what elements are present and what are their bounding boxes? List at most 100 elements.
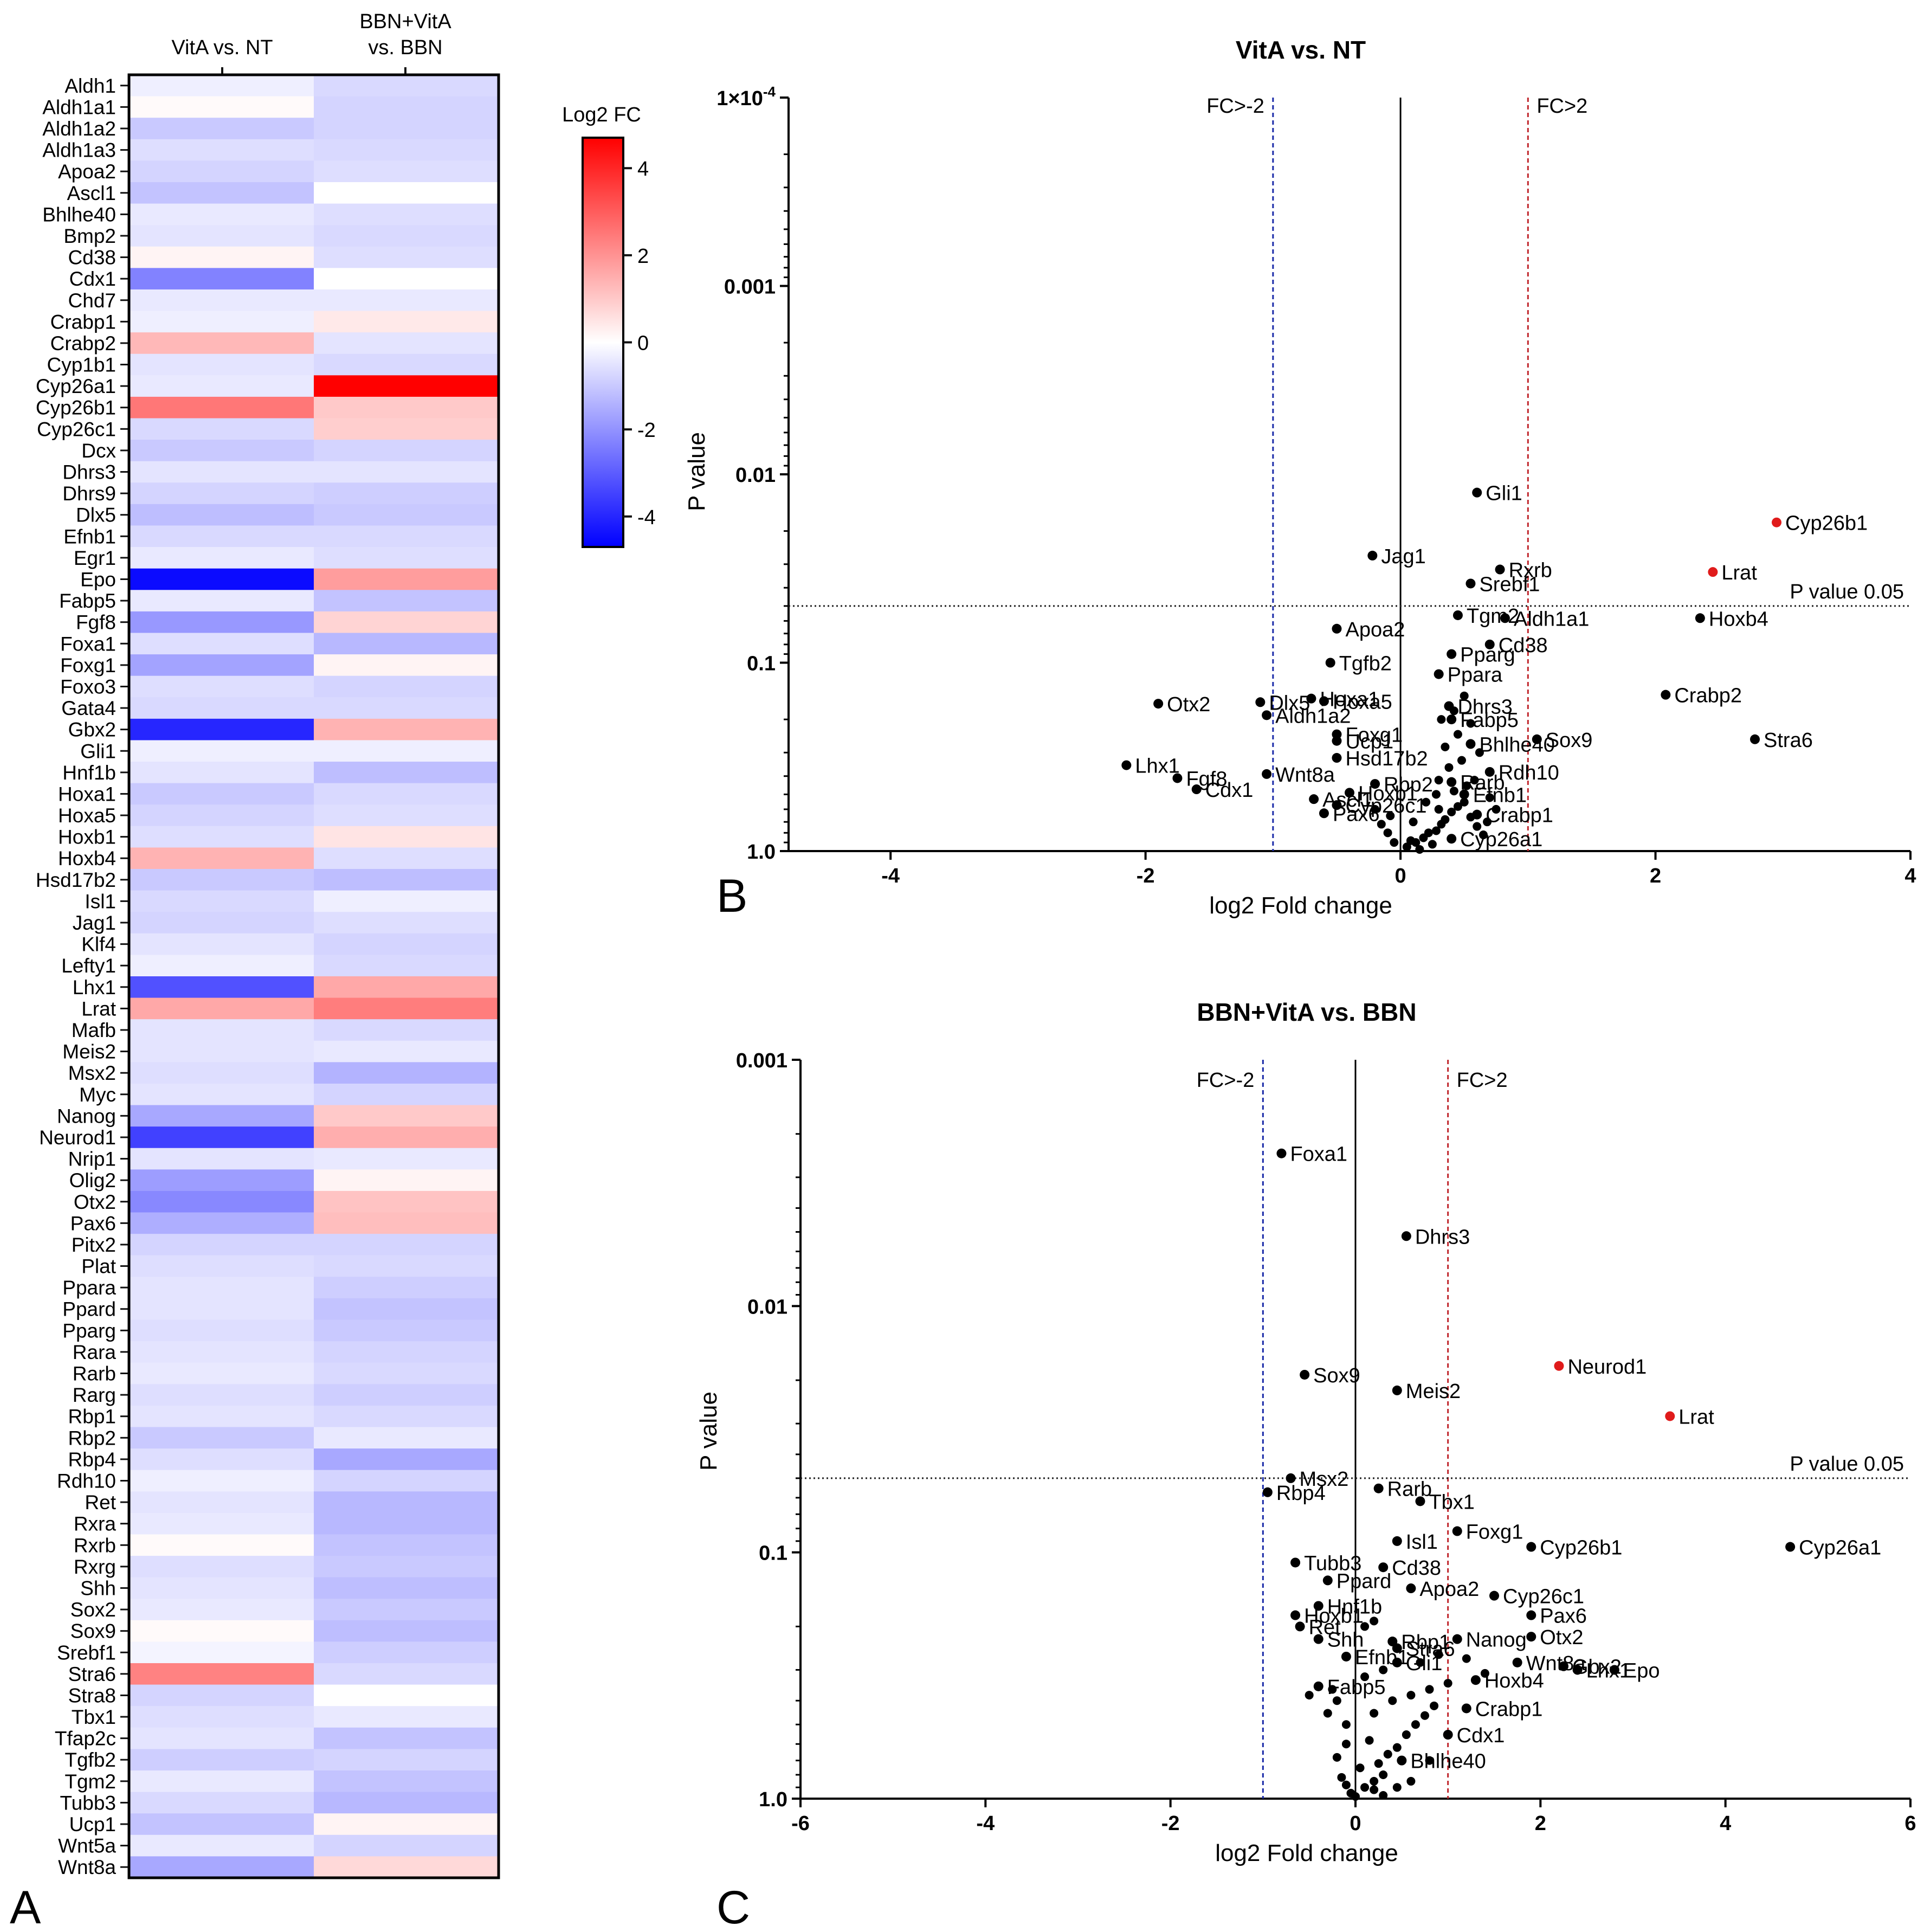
panel-label-c: C bbox=[716, 1882, 750, 1932]
heatmap-row-labels: Aldh1Aldh1a1Aldh1a2Aldh1a3Apoa2Ascl1Bhlh… bbox=[36, 75, 129, 1878]
heatmap-cell-wnt8a-col2 bbox=[314, 1856, 499, 1878]
heatmap-cell-hoxa5-col2 bbox=[314, 804, 499, 827]
panel-b-point-label-hoxa5: Hoxa5 bbox=[1333, 691, 1392, 713]
panel-c-point-37 bbox=[1370, 1617, 1379, 1626]
panel-c-point-fabp5 bbox=[1313, 1681, 1323, 1691]
heatmap-cell-shh-col2 bbox=[314, 1577, 499, 1599]
panel-b-fc-high-label: FC>2 bbox=[1536, 95, 1587, 118]
panel-c-point-label-stra6: Stra6 bbox=[1406, 1638, 1455, 1660]
panel-b-point-label-dhrs3: Dhrs3 bbox=[1457, 696, 1512, 719]
panel-c-point-label-otx2: Otx2 bbox=[1540, 1626, 1583, 1649]
heatmap-cell-ucp1-col1 bbox=[129, 1813, 314, 1836]
panel-c-point-label-epo: Epo bbox=[1623, 1659, 1660, 1682]
panel-b-point-label-ascl1: Ascl1 bbox=[1322, 789, 1373, 812]
heatmap-cell-lrat-col1 bbox=[129, 997, 314, 1020]
panel-c-y-tick-label-1-0: 1.0 bbox=[759, 1788, 787, 1811]
gene-label-wnt8a: Wnt8a bbox=[58, 1856, 116, 1878]
panel-b-x-tick-label-2: 2 bbox=[1650, 865, 1661, 887]
heatmap-column-label-2-line2: vs. BBN bbox=[368, 36, 442, 59]
panel-b-point-37 bbox=[1492, 804, 1501, 814]
panel-c-x-tick-label-2: -2 bbox=[1161, 1812, 1180, 1835]
panel-c-point-label-nanog: Nanog bbox=[1466, 1629, 1527, 1652]
panel-c-point-21 bbox=[1443, 1679, 1452, 1688]
gene-label-hoxb4: Hoxb4 bbox=[58, 847, 116, 870]
panel-b-point-cdx1 bbox=[1191, 784, 1202, 795]
panel-b-point-18 bbox=[1462, 781, 1471, 790]
heatmap-cell-hoxa5-col1 bbox=[129, 804, 314, 827]
gene-label-egr1: Egr1 bbox=[74, 547, 116, 569]
panel-b-point-stra6 bbox=[1750, 734, 1760, 744]
panel-c-point-cyp26c1 bbox=[1489, 1590, 1499, 1601]
panel-c-x-tick-label-0: 0 bbox=[1350, 1812, 1361, 1835]
panel-b-point-gli1 bbox=[1472, 487, 1482, 498]
heatmap-cell-srebf1-col1 bbox=[129, 1641, 314, 1664]
panel-b-x-tick-label-2: -2 bbox=[1137, 865, 1155, 887]
heatmap-cell-plat-col1 bbox=[129, 1255, 314, 1277]
panel-c-point-label-cyp26b1: Cyp26b1 bbox=[1540, 1537, 1622, 1560]
gene-label-nrip1: Nrip1 bbox=[68, 1148, 116, 1170]
panel-b-point-lhx1 bbox=[1121, 760, 1132, 770]
heatmap-cell-olig2-col2 bbox=[314, 1169, 499, 1192]
heatmap-cell-jag1-col2 bbox=[314, 912, 499, 934]
panel-b-point-15 bbox=[1406, 836, 1415, 845]
heatmap-cell-ucp1-col2 bbox=[314, 1813, 499, 1836]
heatmap-cell-aldh1a3-col2 bbox=[314, 139, 499, 161]
gene-label-otx2: Otx2 bbox=[74, 1191, 116, 1213]
panel-c-point-34 bbox=[1392, 1783, 1402, 1792]
panel-c-point-label-crabp1: Crabp1 bbox=[1475, 1698, 1543, 1721]
panel-b-point-lrat bbox=[1708, 567, 1718, 577]
heatmap-cell-nrip1-col2 bbox=[314, 1148, 499, 1170]
gene-label-aldh1a3: Aldh1a3 bbox=[42, 139, 116, 162]
gene-label-tgm2: Tgm2 bbox=[64, 1770, 116, 1793]
panel-b-point-14 bbox=[1415, 845, 1424, 854]
panel-c-point-17 bbox=[1370, 1709, 1379, 1718]
panel-c-point-sox9 bbox=[1300, 1369, 1310, 1380]
heatmap-cell-fgf8-col1 bbox=[129, 611, 314, 633]
panel-c-point-neurod1 bbox=[1554, 1361, 1564, 1371]
heatmap-cell-meis2-col2 bbox=[314, 1040, 499, 1062]
panel-c-point-rarb bbox=[1373, 1483, 1384, 1493]
heatmap-cell-pax6-col1 bbox=[129, 1212, 314, 1234]
gene-label-rxrg: Rxrg bbox=[74, 1556, 116, 1578]
panel-b-point-rxrb bbox=[1495, 564, 1505, 575]
panel-c-x-tick-label-4: 4 bbox=[1720, 1812, 1731, 1835]
panel-b-point-crabp1 bbox=[1472, 809, 1482, 820]
panel-b-fc-low-label: FC>-2 bbox=[1206, 95, 1264, 118]
panel-b-y-tick-label-0-1: 0.1 bbox=[747, 653, 776, 675]
panel-c-point-lrat bbox=[1665, 1411, 1675, 1421]
panel-c-point-38 bbox=[1305, 1691, 1314, 1700]
gene-label-plat: Plat bbox=[81, 1255, 116, 1278]
heatmap-cell-stra6-col1 bbox=[129, 1663, 314, 1685]
panel-c-point-dhrs3 bbox=[1401, 1231, 1411, 1241]
gene-label-rbp2: Rbp2 bbox=[68, 1427, 116, 1449]
panel-b-point-38 bbox=[1483, 817, 1492, 827]
gene-label-gbx2: Gbx2 bbox=[68, 719, 116, 741]
heatmap-cell-aldh1a1-col2 bbox=[314, 96, 499, 118]
gene-label-dlx5: Dlx5 bbox=[76, 504, 116, 526]
heatmap-cell-foxg1-col2 bbox=[314, 654, 499, 677]
heatmap-cell-dhrs9-col2 bbox=[314, 482, 499, 505]
panel-c-point-isl1 bbox=[1392, 1536, 1402, 1546]
heatmap-cell-otx2-col2 bbox=[314, 1190, 499, 1213]
heatmap-cell-cyp26a1-col2 bbox=[314, 375, 499, 397]
panel-c-point-hnf1b bbox=[1313, 1601, 1323, 1611]
panel-b-point-label-efnb1: Efnb1 bbox=[1473, 784, 1527, 807]
heatmap-cell-cyp26a1-col1 bbox=[129, 375, 314, 397]
panel-b-point-label-cd38: Cd38 bbox=[1499, 634, 1548, 657]
gene-label-pax6: Pax6 bbox=[70, 1212, 116, 1234]
heatmap-cell-tfap2c-col2 bbox=[314, 1727, 499, 1749]
gene-label-rarb: Rarb bbox=[73, 1363, 116, 1385]
heatmap-cell-foxo3-col2 bbox=[314, 675, 499, 698]
panel-c-point-2 bbox=[1370, 1776, 1379, 1786]
panel-c-point-label-tbx1: Tbx1 bbox=[1429, 1491, 1474, 1514]
panel-c-point-label-isl1: Isl1 bbox=[1406, 1531, 1438, 1554]
gene-label-cyp26c1: Cyp26c1 bbox=[37, 418, 116, 440]
gene-label-wnt5a: Wnt5a bbox=[58, 1835, 116, 1857]
panel-c-point-gli1 bbox=[1392, 1657, 1402, 1667]
gene-label-cyp26b1: Cyp26b1 bbox=[36, 397, 116, 419]
panel-c-point-15 bbox=[1430, 1701, 1439, 1710]
heatmap-cell-tfap2c-col1 bbox=[129, 1727, 314, 1749]
panel-c-point-label-bhlhe40: Bhlhe40 bbox=[1410, 1750, 1486, 1773]
heatmap-cell-crabp2-col1 bbox=[129, 332, 314, 355]
panel-c-point-1 bbox=[1360, 1783, 1370, 1792]
